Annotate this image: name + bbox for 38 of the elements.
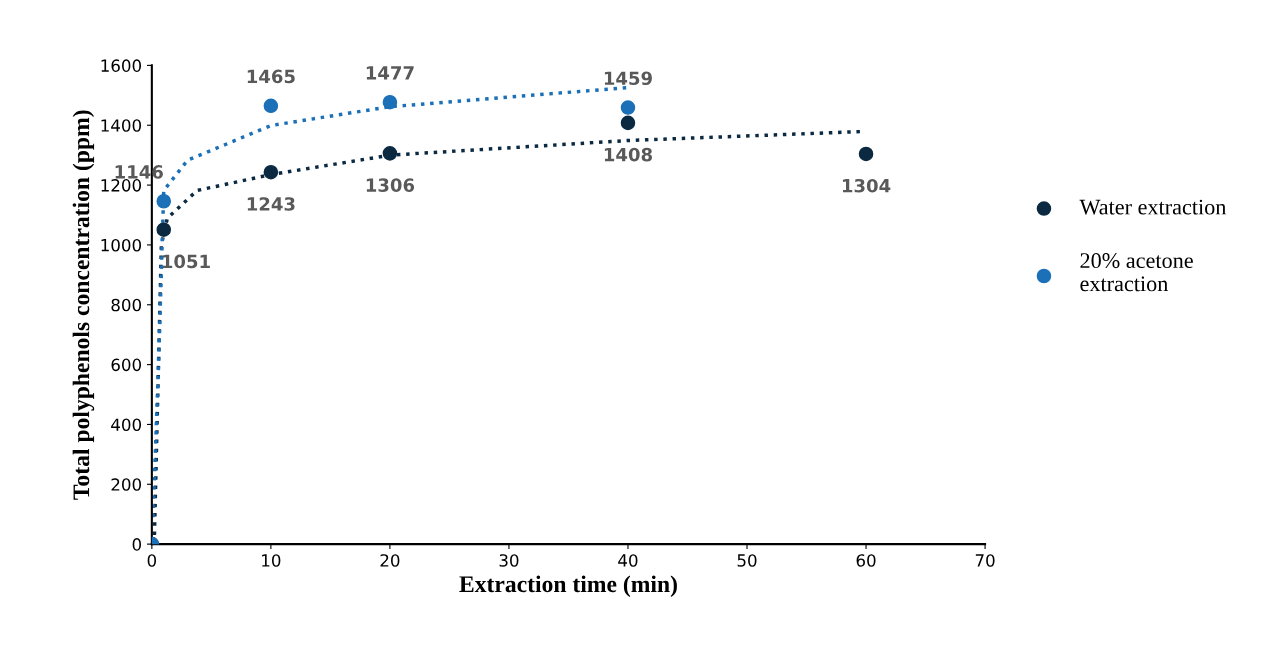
x-tick-label: 0 <box>147 554 157 567</box>
y-tick-label: 1200 <box>101 179 142 192</box>
x-tick-label: 60 <box>856 554 876 567</box>
x-tick-label: 50 <box>737 554 757 567</box>
point <box>263 164 279 180</box>
point <box>620 100 636 115</box>
data-label: 1051 <box>162 254 210 269</box>
data-label: 1306 <box>366 178 415 192</box>
y-tick-label: 600 <box>111 358 142 372</box>
y-tick-label: 800 <box>111 298 142 312</box>
data-label: 1243 <box>247 197 295 211</box>
point <box>156 222 172 237</box>
data-label: 1459 <box>604 71 652 86</box>
x-tick-label: 30 <box>499 554 519 567</box>
data-label: 1408 <box>604 147 652 162</box>
point <box>156 193 172 209</box>
data-label: 1465 <box>247 69 295 84</box>
point <box>382 146 398 161</box>
point <box>858 146 874 162</box>
point <box>263 98 279 114</box>
x-tick-label: 70 <box>975 554 995 567</box>
data-label: 1477 <box>366 66 414 80</box>
x-axis-title: Extraction time (min) <box>459 575 677 597</box>
x-tick-label: 40 <box>618 554 638 567</box>
x-tick-label: 20 <box>380 554 400 567</box>
point <box>382 94 398 110</box>
y-axis-title: Total polyphenols concentration (ppm) <box>72 110 95 500</box>
y-tick-label: 400 <box>111 418 142 432</box>
data-label: 1304 <box>842 178 891 193</box>
y-tick-label: 1000 <box>101 238 142 252</box>
legend-label: 20% acetone extraction <box>1080 253 1193 292</box>
y-tick-label: 1600 <box>101 59 142 72</box>
legend-label: Water extraction <box>1079 199 1227 215</box>
y-tick-label: 1400 <box>101 119 142 132</box>
y-tick-label: 200 <box>111 478 142 491</box>
point <box>620 115 636 131</box>
y-tick-label: 0 <box>132 538 142 551</box>
x-tick-label: 10 <box>262 554 281 567</box>
